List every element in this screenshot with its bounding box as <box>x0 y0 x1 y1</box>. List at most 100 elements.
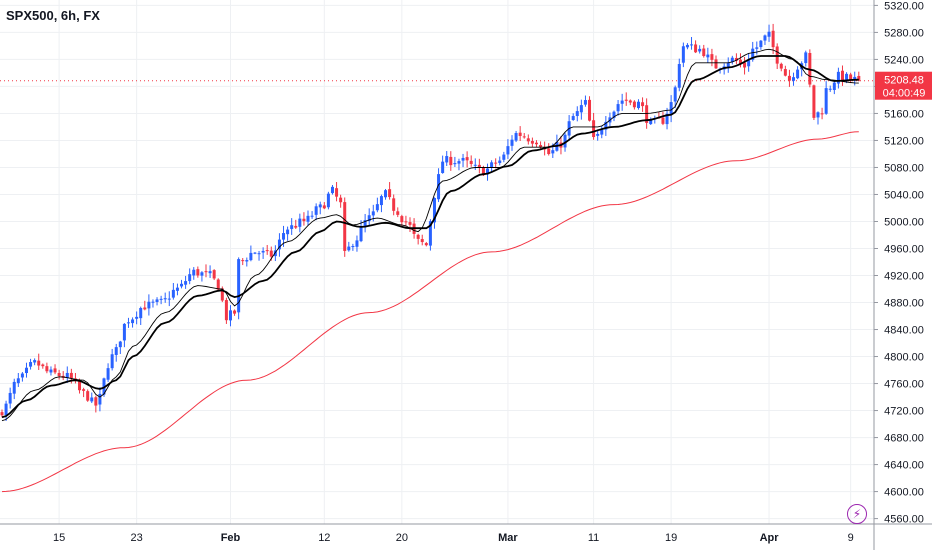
candle-body <box>522 136 526 138</box>
candle-body <box>702 48 706 57</box>
candle-body <box>494 162 498 164</box>
candle-body <box>82 389 86 391</box>
candle-body <box>16 378 20 384</box>
candle-body <box>314 206 318 215</box>
candle-body <box>167 298 171 300</box>
candle-body <box>4 403 8 416</box>
candle-body <box>457 161 461 164</box>
candle-body <box>351 246 355 248</box>
candle-body <box>159 298 163 300</box>
candle-body <box>853 76 857 80</box>
candle-body <box>131 319 135 324</box>
candle-body <box>106 368 110 380</box>
price-tick-label: 5120.00 <box>884 135 924 147</box>
current-price-label: 5208.48 04:00:49 <box>875 71 932 100</box>
time-tick-label: Mar <box>498 532 518 544</box>
candle-body <box>375 204 379 211</box>
candle-body <box>359 226 363 242</box>
time-tick-label: 9 <box>848 532 854 544</box>
candle-body <box>277 239 281 250</box>
candle-body <box>783 69 787 76</box>
candle-body <box>102 378 106 395</box>
candle-body <box>824 88 828 114</box>
current-price-value: 5208.48 <box>884 75 924 87</box>
candle-body <box>694 44 698 53</box>
candle-body <box>563 134 567 148</box>
bar-countdown: 04:00:49 <box>883 88 926 100</box>
candle-body <box>65 372 69 378</box>
candle-body <box>45 366 49 372</box>
candle-body <box>330 186 334 194</box>
time-tick-label: Apr <box>760 532 780 544</box>
candle-body <box>645 105 649 123</box>
candle-body <box>714 59 718 69</box>
candle-body <box>78 381 82 391</box>
candle-body <box>294 225 298 228</box>
candle-body <box>8 392 12 404</box>
candle-body <box>420 239 424 243</box>
candle-body <box>163 298 167 300</box>
candle-body <box>685 44 689 48</box>
candle-body <box>180 283 184 287</box>
candle-body <box>184 281 188 285</box>
candle-body <box>726 62 730 68</box>
candle-body <box>388 189 392 198</box>
candle-body <box>673 87 677 102</box>
candle-body <box>665 113 669 125</box>
price-axis[interactable]: 5320.005280.005240.005200.005160.005120.… <box>874 0 924 526</box>
candle-body <box>147 301 151 309</box>
price-tick-label: 5320.00 <box>884 0 924 12</box>
candle-body <box>126 322 130 324</box>
price-tick-label: 5280.00 <box>884 27 924 39</box>
candle-body <box>343 202 347 251</box>
candle-body <box>204 271 208 273</box>
candle-body <box>335 188 339 197</box>
candle-body <box>241 260 245 262</box>
candle-body <box>518 132 522 136</box>
candle-body <box>0 412 4 416</box>
candle-body <box>804 52 808 64</box>
candle-body <box>779 63 783 69</box>
candle-body <box>384 190 388 198</box>
price-tick-label: 5080.00 <box>884 162 924 174</box>
price-tick-label: 5240.00 <box>884 54 924 66</box>
candle-body <box>208 271 212 274</box>
candle-body <box>641 102 645 107</box>
time-axis[interactable]: 15 23 Feb 12 20 Mar 11 19 Apr 9 <box>53 532 854 544</box>
candle-body <box>465 157 469 161</box>
candle-body <box>469 160 473 164</box>
candle-body <box>681 46 685 63</box>
candle-body <box>155 299 159 302</box>
candle-body <box>767 31 771 37</box>
candle-body <box>253 252 257 254</box>
current-price-box <box>875 71 932 100</box>
candle-body <box>706 54 710 58</box>
candle-body <box>86 391 90 401</box>
candle-body <box>796 69 800 79</box>
candle-body <box>151 301 155 303</box>
candle-body <box>628 100 632 103</box>
candle-body <box>498 160 502 163</box>
candle-body <box>620 100 624 104</box>
symbol-title[interactable]: SPX500, 6h, FX <box>6 8 100 23</box>
candle-body <box>69 372 73 379</box>
candle-body <box>379 196 383 206</box>
candle-body <box>261 250 265 253</box>
candle-body <box>771 30 775 48</box>
ma-fast-line <box>1 48 859 422</box>
price-tick-label: 4920.00 <box>884 271 924 283</box>
lightning-icon[interactable]: ⚡ <box>847 504 867 524</box>
time-tick-label: Feb <box>221 532 241 544</box>
candle-body <box>698 48 702 52</box>
candle-body <box>114 347 118 355</box>
candle-body <box>392 198 396 211</box>
candle-body <box>302 218 306 222</box>
candle-body <box>551 150 555 154</box>
candle-body <box>547 148 551 155</box>
candle-body <box>57 372 61 376</box>
candle-body <box>339 197 343 203</box>
candle-body <box>400 216 404 223</box>
candle-body <box>604 121 608 130</box>
candle-body <box>257 253 261 255</box>
